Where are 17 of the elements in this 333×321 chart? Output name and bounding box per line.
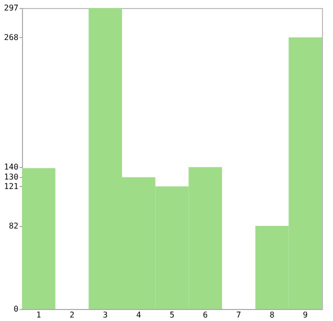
- x-tick-label: 4: [136, 310, 142, 320]
- x-tick-label: 6: [202, 310, 208, 320]
- y-tick-label: 121: [4, 182, 19, 191]
- x-tick-label: 9: [302, 310, 308, 320]
- x-tick-label: 7: [236, 310, 242, 320]
- y-tick-label: 0: [14, 304, 19, 314]
- x-tick-label: 1: [36, 310, 42, 320]
- y-tick-label: 82: [8, 221, 19, 230]
- x-tick-label: 5: [170, 310, 175, 320]
- x-tick-label: 8: [270, 310, 275, 320]
- bar: [22, 168, 56, 309]
- x-tick-label: 2: [70, 310, 75, 320]
- y-tick-label: 268: [4, 32, 19, 42]
- x-tick-label: 3: [102, 310, 108, 320]
- y-tick-label: 297: [4, 4, 19, 12]
- y-tick-label: 130: [4, 172, 19, 182]
- y-tick-label: 140: [4, 162, 19, 172]
